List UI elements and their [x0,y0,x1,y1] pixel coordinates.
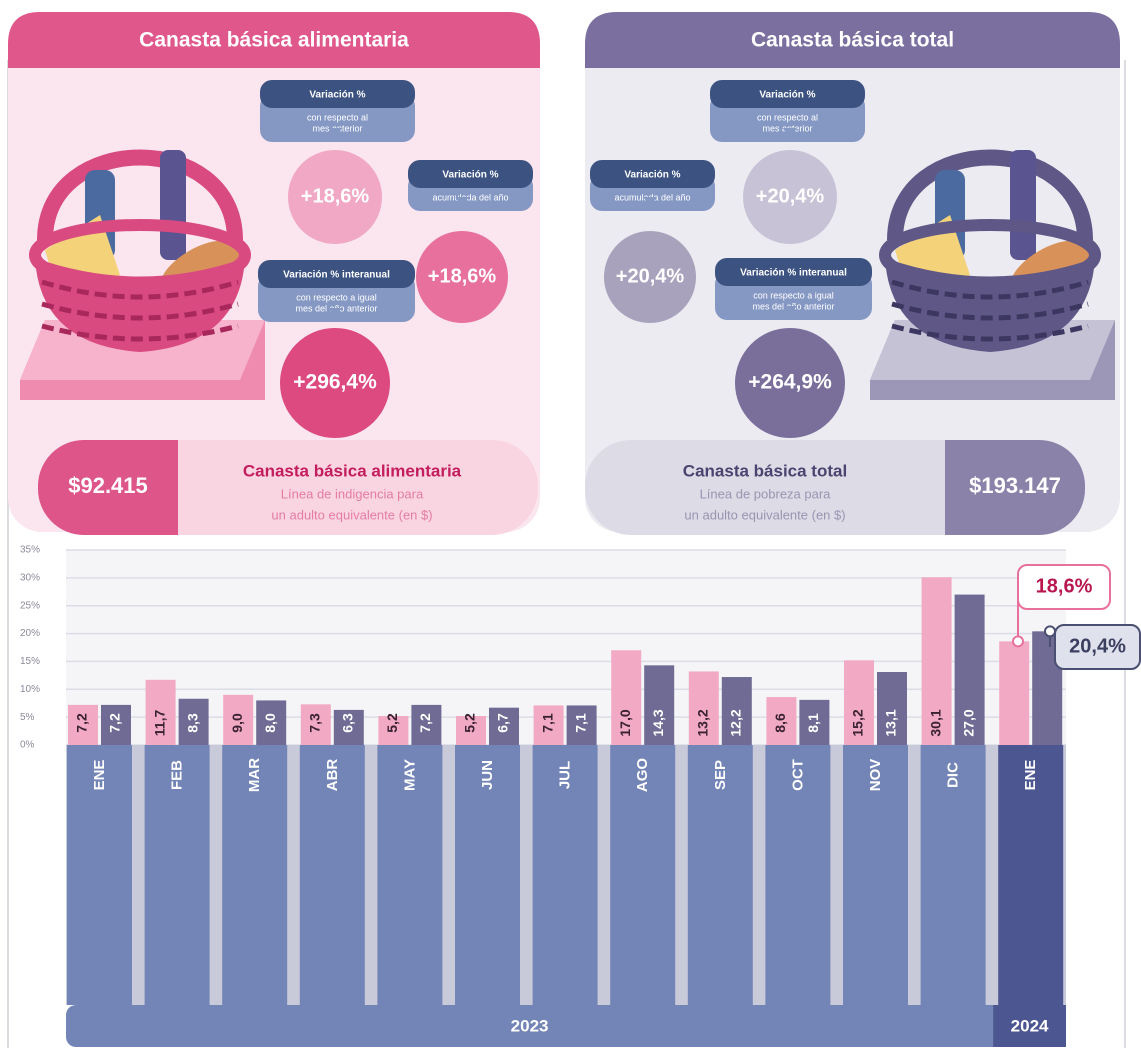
variation-value: +296,4% [293,371,377,394]
panel: Canasta básica alimentaria Variación % con… [8,12,540,535]
value-label: 5,2 [462,713,478,733]
value-label: 7,2 [74,713,90,733]
value-label: 13,2 [695,709,711,736]
variation-box-title: Variación % interanual [740,268,847,279]
callout-dot [1045,626,1055,636]
value-label: 17,0 [617,709,633,736]
x-tick-label: SEP [712,760,729,790]
y-tick-label: 35% [20,545,40,556]
x-tick-label: MAY [401,759,418,791]
value-label: 11,7 [151,710,167,737]
y-tick-label: 25% [20,600,40,611]
value-label: 8,0 [262,713,278,733]
x-tick-label: JUN [479,760,496,790]
value-label: 7,2 [417,713,433,733]
chart: 0% 5% 10% 15% 20% 25% 30% 35% ENE FEB MAR ABR MAY JUN… [20,545,1140,1047]
variation-value: +20,4% [616,265,685,287]
value-label: 20,4% [1069,635,1126,657]
variation-box-subtitle: con respecto a igual [296,292,377,302]
basket-item [1010,150,1036,260]
price-caption: Línea de indigencia para [281,486,424,501]
value-label: 27,0 [960,709,976,736]
variation-box-subtitle: acumulada del año [432,192,508,202]
y-tick-label: 10% [20,684,40,695]
price-caption-title: Canasta básica total [683,461,847,480]
x-tick-label: ABR [324,759,341,792]
year-label: 2023 [511,1016,549,1035]
y-tick-label: 5% [20,712,35,723]
panel-title: Canasta básica alimentaria [139,29,409,52]
x-tick-label: ENE [91,760,108,791]
value-label: 18,6% [1036,575,1093,597]
price-caption-title: Canasta básica alimentaria [243,461,462,480]
variation-value: +18,6% [428,265,497,287]
basket-item [160,150,186,260]
value-label: 15,2 [850,709,866,736]
y-tick-label: 15% [20,656,40,667]
panel: Canasta básica total Variación % con respe… [585,12,1120,535]
variation-value: +18,6% [301,185,370,207]
value-label: 7,3 [307,713,323,733]
y-tick-label: 20% [20,628,40,639]
value-label: 12,2 [728,709,744,736]
value-label: 14,3 [650,709,666,736]
value-label: 6,3 [340,713,356,733]
y-tick-label: 30% [20,572,40,583]
value-label: 7,2 [107,713,123,733]
value-label: 5,2 [384,713,400,733]
value-label: 30,1 [927,709,943,736]
x-tick-label: DIC [945,762,962,788]
bar [999,641,1029,745]
price-value: $92.415 [68,473,148,498]
page: { "panels": [ { "title": "Canasta básica… [0,0,1141,1050]
variation-box-title: Variación % [759,90,815,101]
price-caption: un adulto equivalente (en $) [684,507,845,522]
variation-box-title: Variación % [309,90,365,101]
price-caption: un adulto equivalente (en $) [271,507,432,522]
panels: Canasta básica alimentaria Variación % con… [8,12,1120,535]
value-label: 8,6 [772,713,788,733]
variation-value: +20,4% [756,185,825,207]
x-tick-label: OCT [789,759,806,791]
variation-box-subtitle: con respecto al [307,112,368,122]
x-tick-label: ENE [1022,760,1039,791]
callout-dot [1013,636,1023,646]
plot-background [66,550,1066,745]
value-label: 9,0 [229,713,245,733]
y-tick-label: 0% [20,740,35,751]
value-label: 7,1 [572,713,588,733]
variation-box-title: Variación % [624,170,680,181]
year-band [66,1005,1066,1047]
infographic: Canasta básica alimentaria Variación % con… [0,0,1141,1050]
value-label: 8,1 [805,713,821,733]
x-tick-label: NOV [867,759,884,792]
variation-value: +264,9% [748,371,832,394]
x-tick-label: JUL [557,761,574,789]
value-label: 8,3 [184,713,200,733]
price-value: $193.147 [969,473,1061,498]
price-caption: Línea de pobreza para [700,486,832,501]
value-label: 6,7 [495,713,511,733]
x-tick-label: FEB [169,760,186,790]
x-tick-label: MAR [246,758,263,792]
value-label: 13,1 [883,709,899,736]
variation-box-title: Variación % [442,170,498,181]
year-label: 2024 [1011,1016,1049,1035]
panel-title: Canasta básica total [751,29,954,52]
variation-box-subtitle: con respecto a igual [753,290,834,300]
variation-box-title: Variación % interanual [283,270,390,281]
variation-box-subtitle: con respecto al [757,112,818,122]
x-tick-label: AGO [634,758,651,793]
value-label: 7,1 [539,713,555,733]
